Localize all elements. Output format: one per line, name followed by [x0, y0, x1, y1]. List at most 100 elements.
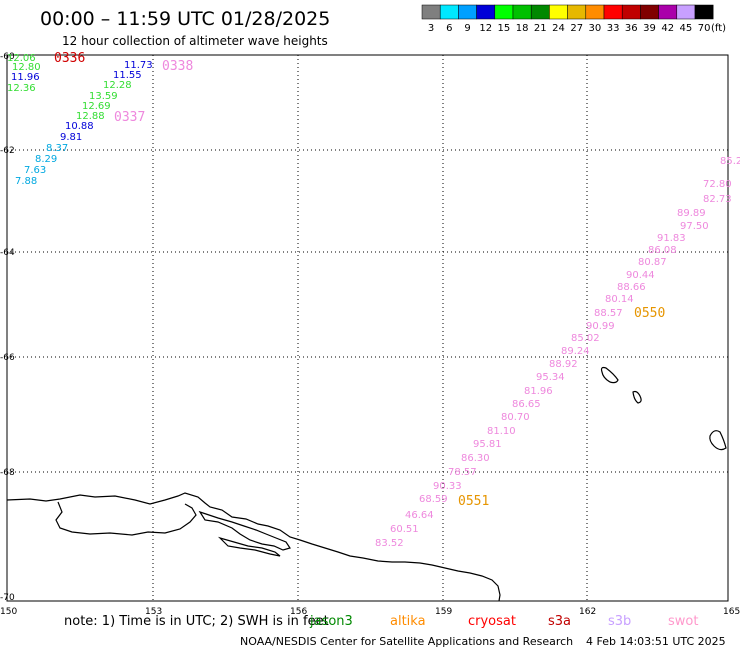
swh-label: 90.99 — [586, 321, 615, 332]
legend-bin-label: 36 — [625, 23, 638, 34]
legend-unit: (ft) — [711, 23, 726, 34]
legend-swatch — [476, 4, 496, 20]
legend-swatch — [530, 4, 550, 20]
swh-label: 68.59 — [419, 494, 448, 505]
satellite-name: altika — [390, 614, 426, 629]
left-track-time-label: 0336 — [54, 51, 85, 66]
lat-tick-label: -66 — [0, 353, 15, 363]
lat-tick-label: -64 — [0, 248, 15, 258]
swh-label: 91.83 — [657, 233, 686, 244]
legend-swatch — [694, 4, 714, 20]
swh-label: 82.73 — [703, 194, 732, 205]
legend-swatch — [549, 4, 568, 20]
lon-tick-label: 162 — [579, 607, 596, 617]
legend-swatch — [621, 4, 641, 20]
swh-label: 8.29 — [35, 154, 57, 165]
legend-swatch — [585, 4, 605, 20]
swh-label: 80.14 — [605, 294, 634, 305]
legend-bin-label: 6 — [446, 23, 452, 34]
legend-swatch — [512, 4, 532, 20]
legend-bin-label: 33 — [607, 23, 620, 34]
lon-tick-label: 165 — [723, 607, 740, 617]
swh-label: 78.57 — [448, 467, 477, 478]
swh-label: 72.80 — [703, 179, 732, 190]
footer-credit: NOAA/NESDIS Center for Satellite Applica… — [240, 635, 573, 648]
swh-label: 81.10 — [487, 426, 516, 437]
color-legend: 3 6 9 12 15 18 21 24 27 30 33 36 39 42 45 70 — [421, 4, 714, 34]
swh-label: 88.66 — [617, 282, 646, 293]
legend-bin-label: 3 — [428, 23, 434, 34]
legend-bin-label: 24 — [552, 23, 565, 34]
legend-swatch — [658, 4, 678, 20]
swh-label: 86.65 — [512, 399, 541, 410]
swh-label: 7.63 — [24, 165, 46, 176]
legend-bin-label: 45 — [680, 23, 693, 34]
legend-swatch — [458, 4, 477, 20]
legend-bin-label: 15 — [498, 23, 511, 34]
lat-tick-label: -68 — [0, 468, 15, 478]
legend-swatch — [567, 4, 587, 20]
swh-label: 81.96 — [524, 386, 553, 397]
legend-swatch — [640, 4, 659, 20]
swh-label: 12.36 — [7, 83, 36, 94]
swh-label: 13.59 — [89, 91, 118, 102]
legend-swatch — [494, 4, 514, 20]
legend-bin-label: 70 — [698, 23, 711, 34]
swh-label: 85.02 — [571, 333, 600, 344]
lat-tick-label: -60 — [0, 52, 15, 62]
swh-label: 90.44 — [626, 270, 655, 281]
swh-label: 12.28 — [103, 80, 132, 91]
swh-label: 86.08 — [648, 245, 677, 256]
satellite-name: s3b — [608, 614, 631, 629]
swh-label: 86.30 — [461, 453, 490, 464]
swh-label: 97.50 — [680, 221, 709, 232]
swh-label: 90.33 — [433, 481, 462, 492]
pink-track-time-label: 0337 — [114, 110, 145, 125]
lon-tick-label: 153 — [145, 607, 162, 617]
legend-bin-label: 12 — [479, 23, 492, 34]
footer-note: note: 1) Time is in UTC; 2) SWH is in fe… — [64, 614, 329, 629]
pink-track-time-label: 0338 — [162, 59, 193, 74]
swh-label: 80.70 — [501, 412, 530, 423]
swh-label: 95.81 — [473, 439, 502, 450]
map-frame — [6, 54, 729, 602]
legend-bin-label: 21 — [534, 23, 547, 34]
legend-bin-label: 42 — [661, 23, 674, 34]
lon-tick-label: 159 — [435, 607, 452, 617]
swh-label: 60.51 — [390, 524, 419, 535]
swh-label: 10.88 — [65, 121, 94, 132]
legend-bin-label: 18 — [516, 23, 529, 34]
right-track-time-label: 0550 — [634, 306, 665, 321]
swh-label: 89.89 — [677, 208, 706, 219]
swh-label: 83.52 — [375, 538, 404, 549]
swh-label: 46.64 — [405, 510, 434, 521]
legend-swatch — [603, 4, 623, 20]
legend-bin-label: 39 — [643, 23, 656, 34]
lon-tick-label: 150 — [0, 607, 17, 617]
swh-label: 7.88 — [15, 176, 37, 187]
swh-label: 11.96 — [11, 72, 40, 83]
satellite-name: s3a — [548, 614, 571, 629]
swh-label: 12.80 — [12, 62, 41, 73]
legend-bin-label: 30 — [589, 23, 602, 34]
page-subtitle: 12 hour collection of altimeter wave hei… — [62, 34, 328, 48]
swh-label: 80.87 — [638, 257, 667, 268]
swh-label: 12.06 — [7, 53, 36, 64]
coastline — [6, 366, 727, 602]
lat-tick-label: -62 — [0, 146, 15, 156]
satellite-name: jason3 — [309, 614, 353, 629]
swh-label: 11.55 — [113, 70, 142, 81]
legend-swatch — [421, 4, 441, 20]
right-track-time-label: 0551 — [458, 494, 489, 509]
satellite-name: swot — [668, 614, 698, 629]
legend-swatch — [676, 4, 696, 20]
swh-label: 89.24 — [561, 346, 590, 357]
footer-timestamp: 4 Feb 14:03:51 UTC 2025 — [586, 635, 726, 648]
satellite-legend: jason3 altika cryosat s3a s3b swot — [309, 614, 698, 629]
lon-tick-label: 156 — [290, 607, 307, 617]
legend-bin-label: 27 — [570, 23, 583, 34]
satellite-name: cryosat — [468, 614, 516, 629]
legend-bin-label: 9 — [464, 23, 470, 34]
